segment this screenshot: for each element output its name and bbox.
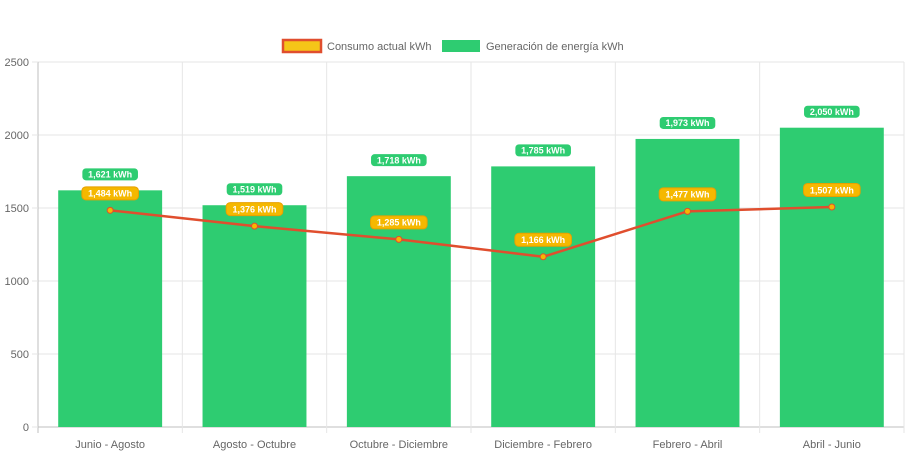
y-tick-label: 1000 [5,276,29,288]
x-tick-label: Diciembre - Febrero [494,439,592,451]
data-label-consumo-box [370,215,428,230]
data-label-consumo-text: 1,484 kWh [88,189,132,199]
data-label-consumo-text: 1,507 kWh [810,185,854,195]
legend-label-consumo[interactable]: Consumo actual kWh [327,41,432,53]
data-label-consumo-text: 1,376 kWh [232,204,276,214]
data-label-consumo-text: 1,166 kWh [521,235,565,245]
data-label-generacion-text: 1,718 kWh [377,155,421,165]
data-label-generacion-box [81,167,139,182]
data-label-consumo: 1,376 kWh [225,202,284,217]
data-label-generacion-text: 2,050 kWh [810,107,854,117]
data-label-generacion-text: 1,621 kWh [88,170,132,180]
x-tick-label: Febrero - Abril [653,439,723,451]
bar-generacion [58,190,163,427]
data-label-generacion-box [658,115,717,130]
data-label-consumo: 1,484 kWh [81,186,139,201]
line-series-group [106,203,836,261]
data-label-generacion: 1,785 kWh [514,143,572,158]
y-tick-label: 0 [23,422,29,434]
x-tick-label: Octubre - Diciembre [350,439,448,451]
data-label-consumo-box [658,187,717,202]
data-label-generacion-text: 1,519 kWh [232,185,276,195]
point-consumo [106,206,114,214]
data-label-consumo-text: 1,285 kWh [377,218,421,228]
data-label-consumo-box [81,186,139,201]
data-label-consumo-box [514,232,572,247]
bar-series-group [58,127,884,427]
data-label-generacion-text: 1,973 kWh [665,118,709,128]
data-label-generacion-box [514,143,572,158]
y-tick-label: 2000 [5,130,29,142]
data-label-generacion: 1,519 kWh [225,182,284,197]
legend[interactable]: Consumo actual kWh Generación de energía… [281,38,624,54]
point-consumo [684,207,691,215]
y-tick-label: 500 [11,349,29,361]
bar-generacion [779,127,884,427]
data-label-consumo: 1,285 kWh [370,215,428,230]
data-label-consumo: 1,477 kWh [658,187,717,202]
data-label-generacion-box [370,153,428,168]
data-label-consumo-box [225,202,284,217]
data-label-group: 1,621 kWh 1,519 kWh 1,718 kWh 1,785 kWh 1,97… [81,104,861,247]
legend-swatch-generacion[interactable] [442,40,480,52]
bar-generacion [346,176,451,427]
data-label-generacion-box [225,182,284,197]
point-consumo [539,253,547,261]
line-consumo [110,205,832,259]
data-label-generacion: 1,973 kWh [658,115,717,130]
y-tick-label: 1500 [5,203,29,215]
data-label-consumo-box [803,182,861,197]
point-consumo [251,222,258,230]
data-label-consumo: 1,507 kWh [803,182,861,197]
data-label-consumo: 1,166 kWh [514,232,572,247]
x-tick-label: Agosto - Octubre [213,439,296,451]
data-label-generacion-box [803,104,861,119]
legend-swatch-consumo[interactable] [281,38,323,54]
bar-generacion [491,166,596,427]
chart-grid [37,61,905,433]
data-label-generacion-text: 1,785 kWh [521,146,565,156]
y-tick-label: 2500 [5,57,29,69]
point-consumo [395,235,403,243]
x-tick-label: Abril - Junio [803,439,861,451]
data-label-consumo-text: 1,477 kWh [665,190,709,200]
x-tick-label: Junio - Agosto [75,439,145,451]
axes-group: 0 500 1000 1500 2000 2500 Junio - Agosto Agosto… [5,57,861,451]
point-consumo [828,203,836,211]
data-label-generacion: 2,050 kWh [803,104,861,119]
data-label-generacion: 1,621 kWh [81,167,139,182]
data-label-generacion: 1,718 kWh [370,153,428,168]
bar-generacion [202,205,307,427]
bar-generacion [635,138,740,427]
legend-label-generacion[interactable]: Generación de energía kWh [486,41,624,53]
